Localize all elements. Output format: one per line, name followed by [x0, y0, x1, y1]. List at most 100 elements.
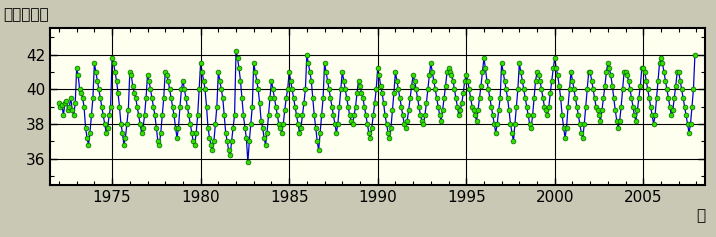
Point [520, 96, 531, 100]
Point [183, 114, 195, 117]
Point [435, 119, 447, 123]
Point [616, 105, 627, 109]
Point [495, 96, 506, 100]
Point [300, 87, 311, 91]
Point [442, 67, 454, 70]
Point [487, 114, 498, 117]
Point [677, 96, 689, 100]
Point [121, 122, 132, 126]
Point [580, 105, 591, 109]
Point [67, 108, 78, 112]
Point [270, 105, 281, 109]
Point [488, 122, 500, 126]
Point [402, 119, 413, 123]
Point [77, 96, 88, 100]
Point [475, 84, 487, 88]
Point [182, 105, 193, 109]
Point [353, 79, 364, 82]
Point [672, 70, 683, 74]
Point [218, 114, 230, 117]
Point [357, 96, 369, 100]
Point [513, 61, 525, 65]
Point [316, 114, 327, 117]
Point [339, 87, 351, 91]
Point [422, 87, 434, 91]
Point [258, 136, 270, 140]
Point [95, 96, 106, 100]
Point [531, 70, 543, 74]
Point [238, 114, 249, 117]
Point [569, 87, 580, 91]
Point [54, 105, 66, 109]
Point [337, 70, 348, 74]
Point [546, 79, 558, 82]
Point [362, 122, 373, 126]
Point [648, 122, 659, 126]
Point [485, 105, 497, 109]
Point [369, 101, 380, 105]
Point [417, 122, 429, 126]
Point [307, 96, 319, 100]
Point [455, 108, 466, 112]
Point [363, 131, 374, 135]
Point [570, 96, 581, 100]
Point [120, 136, 131, 140]
Point [149, 114, 160, 117]
Point [117, 131, 128, 135]
Point [298, 101, 309, 105]
Point [540, 108, 551, 112]
Point [180, 96, 192, 100]
Point [634, 84, 646, 88]
Point [356, 91, 367, 95]
Point [192, 114, 203, 117]
Point [458, 91, 469, 95]
Point [175, 87, 187, 91]
Point [381, 122, 392, 126]
Point [558, 126, 569, 129]
Point [498, 70, 509, 74]
Point [652, 79, 664, 82]
Point [527, 114, 538, 117]
Point [670, 84, 682, 88]
Point [659, 79, 671, 82]
Point [649, 114, 661, 117]
Point [334, 105, 345, 109]
Point [574, 122, 586, 126]
Point [392, 87, 404, 91]
Point [164, 87, 175, 91]
Point [684, 122, 696, 126]
Point [211, 105, 223, 109]
Point [434, 114, 445, 117]
Point [102, 126, 113, 129]
Point [491, 122, 503, 126]
Point [125, 73, 137, 77]
Point [456, 101, 468, 105]
Point [213, 70, 224, 74]
Point [303, 61, 314, 65]
Point [428, 79, 440, 82]
Point [470, 114, 481, 117]
Point [130, 96, 142, 100]
Point [295, 126, 306, 129]
Point [325, 96, 337, 100]
Point [571, 105, 583, 109]
Point [157, 114, 168, 117]
Point [248, 61, 259, 65]
Point [412, 96, 423, 100]
Point [350, 105, 362, 109]
Point [674, 79, 686, 82]
Point [264, 96, 276, 100]
Point [611, 119, 622, 123]
Point [242, 160, 253, 164]
Point [620, 70, 632, 74]
Point [416, 119, 427, 123]
Point [473, 108, 484, 112]
Point [79, 126, 91, 129]
Point [633, 96, 644, 100]
Point [274, 126, 286, 129]
Point [143, 79, 155, 82]
Point [639, 70, 651, 74]
Point [142, 73, 153, 77]
Point [651, 96, 662, 100]
Point [207, 148, 218, 152]
